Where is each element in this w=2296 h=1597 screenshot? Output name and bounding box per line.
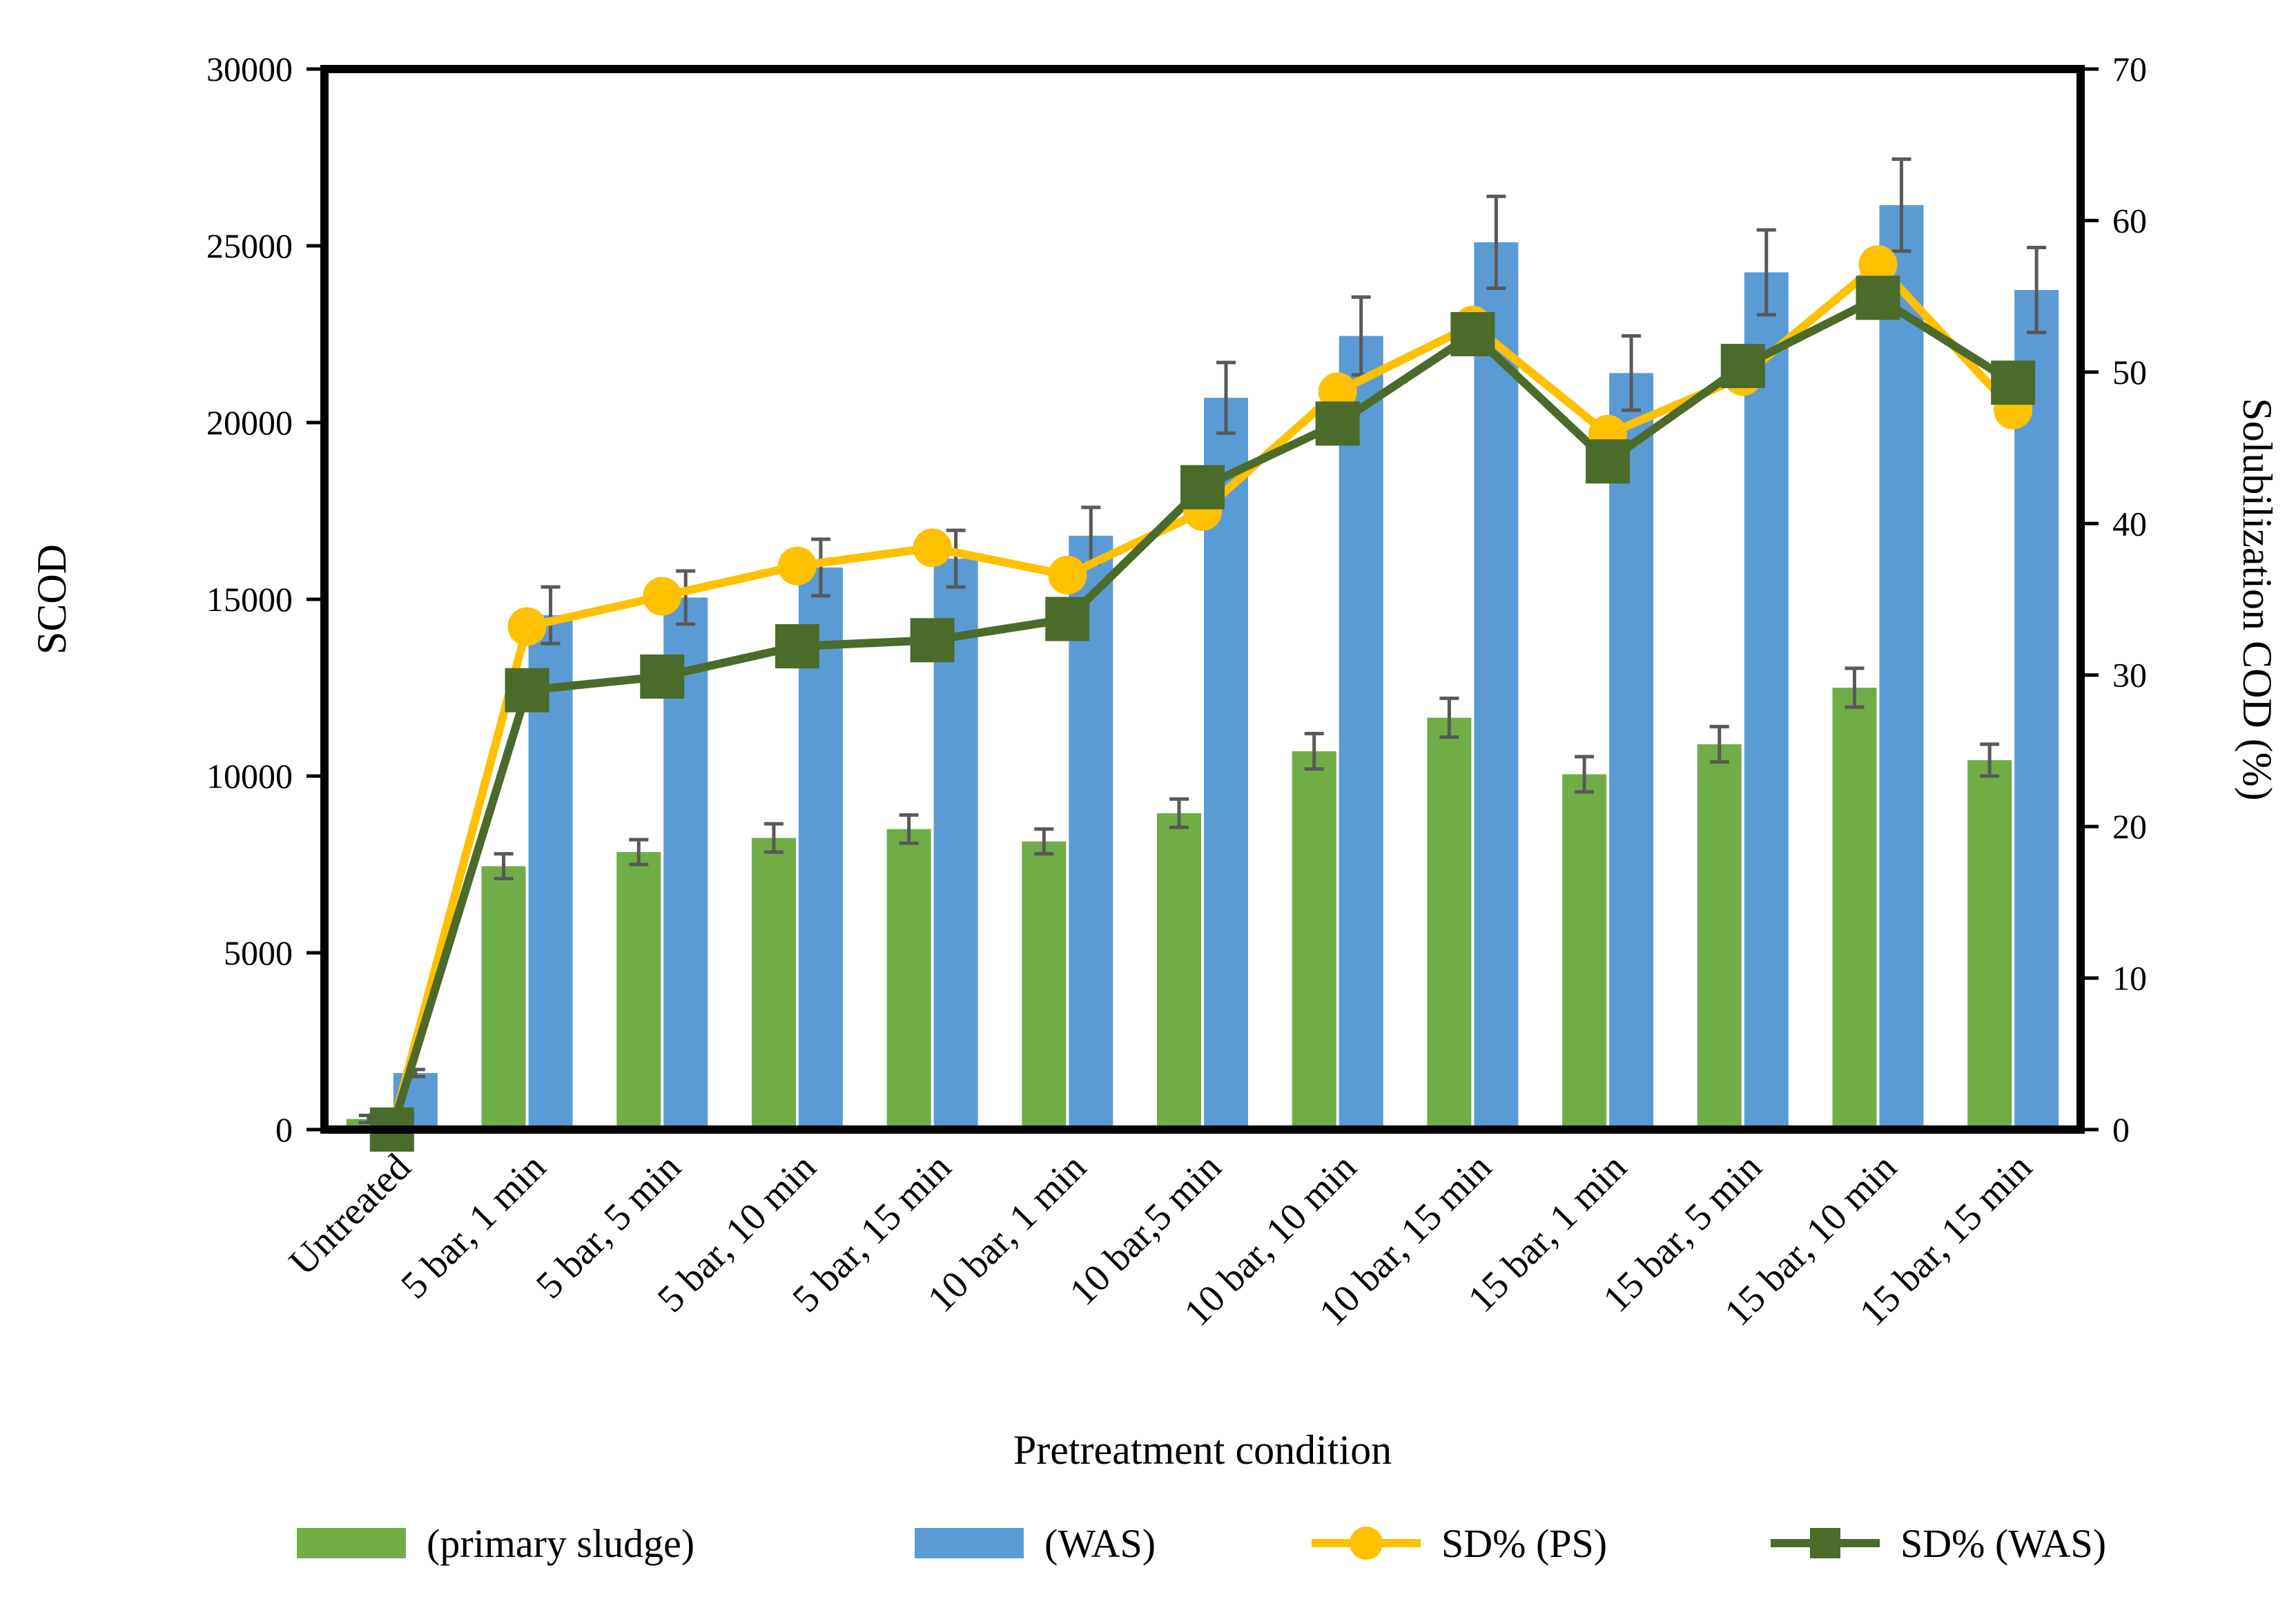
marker-sd-ps-7 [1318, 372, 1357, 412]
y2-axis-title: Solubilization COD (%) [2235, 398, 2280, 800]
bar-was-10 [1744, 272, 1789, 1130]
marker-sd-was-11 [1856, 275, 1900, 320]
legend-label: (WAS) [1044, 1521, 1156, 1566]
y-tick-label: 0 [275, 1110, 293, 1149]
x-tick-label: Untreated [281, 1145, 419, 1284]
y-tick-label: 5000 [224, 933, 293, 972]
bar-was-12 [2014, 290, 2059, 1130]
y-tick-label: 10000 [206, 757, 293, 795]
y2-tick-label: 60 [2112, 201, 2147, 240]
bar-was-7 [1339, 336, 1383, 1130]
bar-primary-sludge-6 [1157, 813, 1201, 1130]
marker-sd-ps-3 [777, 546, 817, 585]
bar-primary-sludge-8 [1427, 717, 1472, 1130]
x-axis-title: Pretreatment condition [1013, 1427, 1392, 1473]
y2-tick-label: 50 [2112, 353, 2147, 391]
marker-sd-was-10 [1720, 344, 1765, 389]
marker-sd-was-12 [1991, 360, 2036, 405]
bar-primary-sludge-4 [886, 829, 931, 1130]
plot-background [324, 69, 2081, 1130]
bar-primary-sludge-10 [1697, 744, 1742, 1130]
legend-swatch [915, 1528, 1024, 1558]
marker-sd-was-7 [1315, 401, 1360, 446]
error-bars [358, 157, 2047, 1125]
legend-swatch [297, 1528, 406, 1558]
marker-sd-was-6 [1180, 465, 1225, 510]
legend-marker [1810, 1528, 1840, 1558]
legend-marker [1350, 1527, 1383, 1560]
y-tick-label: 15000 [206, 580, 293, 619]
legend-label: (primary sludge) [427, 1521, 694, 1566]
bar-primary-sludge-9 [1562, 774, 1607, 1130]
y2-tick-label: 10 [2112, 959, 2147, 998]
legend-label: SD% (WAS) [1900, 1521, 2106, 1566]
x-tick-label: 5 bar, 1 min [393, 1145, 554, 1307]
legend: (primary sludge) (WAS) SD% (PS) SD% (WAS) [297, 1521, 2106, 1566]
marker-sd-ps-4 [913, 528, 952, 568]
bar-was-11 [1879, 205, 1924, 1130]
marker-sd-was-4 [910, 618, 955, 663]
bar-primary-sludge-3 [751, 838, 796, 1130]
marker-sd-was-5 [1045, 597, 1090, 641]
bar-was-9 [1609, 373, 1654, 1130]
marker-sd-ps-2 [643, 577, 682, 616]
marker-sd-was-8 [1450, 312, 1495, 356]
marker-sd-ps-5 [1048, 555, 1087, 594]
marker-sd-ps-11 [1858, 245, 1898, 284]
lines [369, 245, 2036, 1152]
axes [307, 65, 2099, 1134]
y-tick-label: 20000 [206, 403, 293, 442]
y-tick-label: 25000 [206, 226, 293, 265]
marker-sd-was-9 [1586, 439, 1631, 484]
marker-sd-ps-1 [507, 607, 547, 646]
y2-tick-label: 20 [2112, 807, 2147, 846]
plot-area [324, 69, 2081, 1130]
bar-primary-sludge-7 [1292, 751, 1336, 1130]
bar-primary-sludge-2 [616, 852, 661, 1130]
marker-sd-was-3 [775, 624, 819, 669]
bar-primary-sludge-11 [1832, 688, 1877, 1130]
bar-primary-sludge-1 [481, 866, 526, 1130]
legend-label: SD% (PS) [1441, 1521, 1607, 1566]
bar-primary-sludge-5 [1022, 841, 1067, 1130]
bar-was-8 [1474, 242, 1519, 1130]
bar-primary-sludge-12 [1967, 759, 2012, 1130]
y-axis-title: SCOD [29, 544, 75, 655]
marker-sd-was-1 [505, 668, 549, 713]
y2-tick-label: 40 [2112, 504, 2147, 543]
y2-tick-label: 30 [2112, 656, 2147, 695]
y2-tick-label: 0 [2112, 1110, 2130, 1149]
y-tick-label: 30000 [206, 50, 293, 88]
marker-sd-was-2 [640, 654, 685, 699]
y2-tick-label: 70 [2112, 50, 2147, 88]
